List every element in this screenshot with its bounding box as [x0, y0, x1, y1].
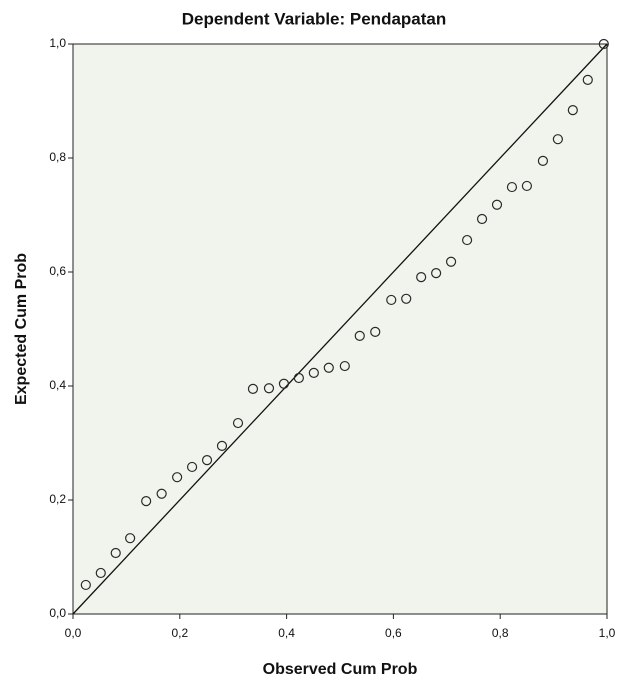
- x-tick-label: 0,2: [171, 626, 188, 640]
- y-tick-label: 1,0: [49, 36, 66, 50]
- y-tick-label: 0,4: [49, 378, 66, 392]
- x-axis-label: Observed Cum Prob: [263, 661, 418, 678]
- x-tick-label: 0,0: [65, 626, 82, 640]
- x-tick-label: 1,0: [599, 626, 616, 640]
- y-tick-label: 0,0: [49, 606, 66, 620]
- y-tick-label: 0,8: [49, 150, 66, 164]
- y-tick-label: 0,6: [49, 264, 66, 278]
- chart-title: Dependent Variable: Pendapatan: [182, 9, 447, 28]
- chart: Dependent Variable: Pendapatan Observed …: [0, 0, 628, 686]
- x-tick-label: 0,8: [492, 626, 509, 640]
- x-tick-label: 0,4: [278, 626, 295, 640]
- y-tick-label: 0,2: [49, 492, 66, 506]
- y-axis-label: Expected Cum Prob: [13, 253, 30, 405]
- page: Dependent Variable: Pendapatan Observed …: [0, 0, 628, 686]
- x-tick-label: 0,6: [385, 626, 402, 640]
